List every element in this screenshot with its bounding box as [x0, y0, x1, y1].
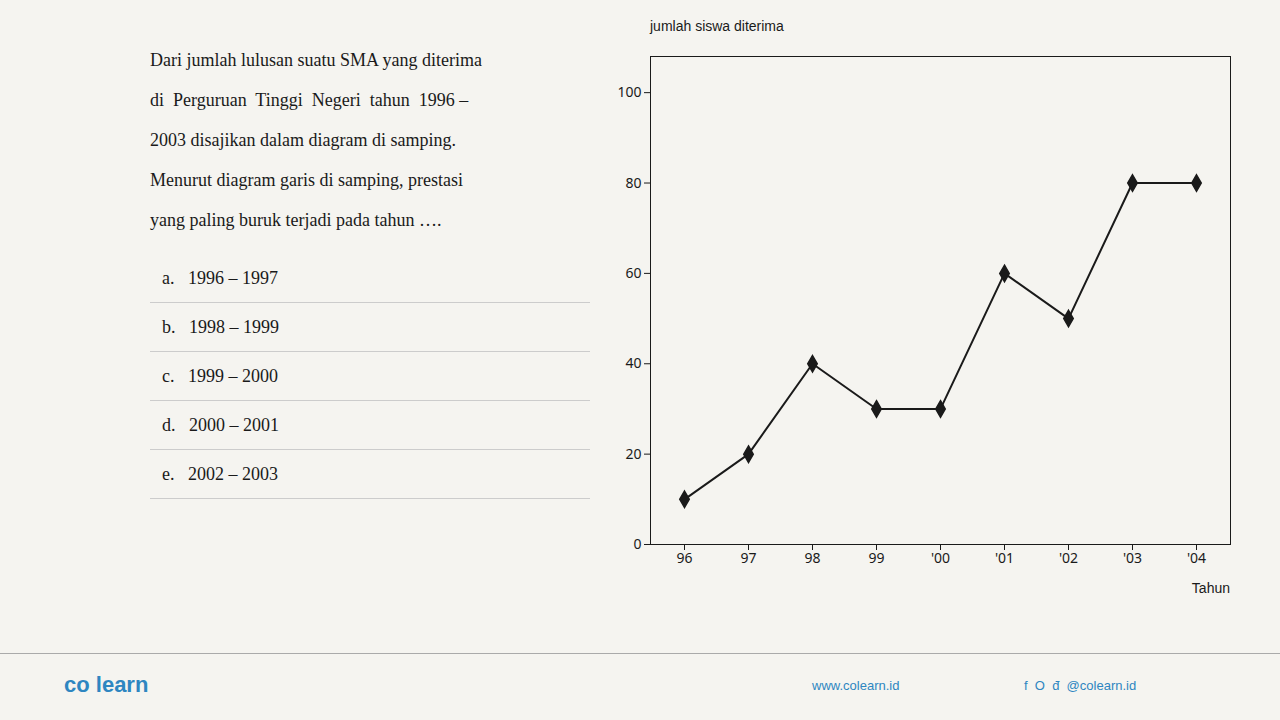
- html-text:www.colearn.id: www.colearn.id: [812, 678, 900, 693]
- svg-text:'02: '02: [1059, 548, 1078, 567]
- html-text:b. 1998 – 1999: b. 1998 – 1999: [162, 317, 279, 337]
- svg-text:80: 80: [625, 172, 641, 191]
- svg-text:96: 96: [676, 548, 692, 567]
- html-text:a. 1996 – 1997: a. 1996 – 1997: [162, 268, 278, 288]
- svg-text:0: 0: [633, 534, 641, 553]
- html-text:co learn: co learn: [64, 672, 149, 697]
- svg-text:97: 97: [740, 548, 756, 567]
- html-text:2003 disajikan dalam diagram d: 2003 disajikan dalam diagram di samping.: [150, 130, 456, 150]
- svg-text:20: 20: [625, 444, 641, 463]
- html-text:d. 2000 – 2001: d. 2000 – 2001: [162, 415, 279, 435]
- html-text:jumlah siswa diterima: jumlah siswa diterima: [650, 18, 784, 34]
- svg-text:'00: '00: [931, 548, 950, 567]
- svg-text:'03: '03: [1123, 548, 1142, 567]
- html-text:Tahun: Tahun: [1191, 580, 1230, 596]
- html-text:Menurut diagram garis di sampi: Menurut diagram garis di samping, presta…: [150, 170, 463, 190]
- html-text:e. 2002 – 2003: e. 2002 – 2003: [162, 464, 278, 484]
- svg-text:'01: '01: [995, 548, 1014, 567]
- svg-text:60: 60: [625, 263, 641, 282]
- svg-text:98: 98: [804, 548, 820, 567]
- html-text:yang paling buruk terjadi pada: yang paling buruk terjadi pada tahun ….: [150, 210, 442, 230]
- html-text:c. 1999 – 2000: c. 1999 – 2000: [162, 366, 278, 386]
- svg-text:40: 40: [625, 353, 641, 372]
- svg-text:100: 100: [617, 82, 641, 101]
- html-text:di Perguruan Tinggi Negeri tah: di Perguruan Tinggi Negeri tahun 1996 –: [150, 90, 469, 110]
- html-text:f O đ @colearn.id: f O đ @colearn.id: [1024, 678, 1137, 693]
- svg-text:'04: '04: [1187, 548, 1206, 567]
- html-text:Dari jumlah lulusan suatu SMA: Dari jumlah lulusan suatu SMA yang diter…: [150, 50, 482, 70]
- svg-text:99: 99: [868, 548, 884, 567]
